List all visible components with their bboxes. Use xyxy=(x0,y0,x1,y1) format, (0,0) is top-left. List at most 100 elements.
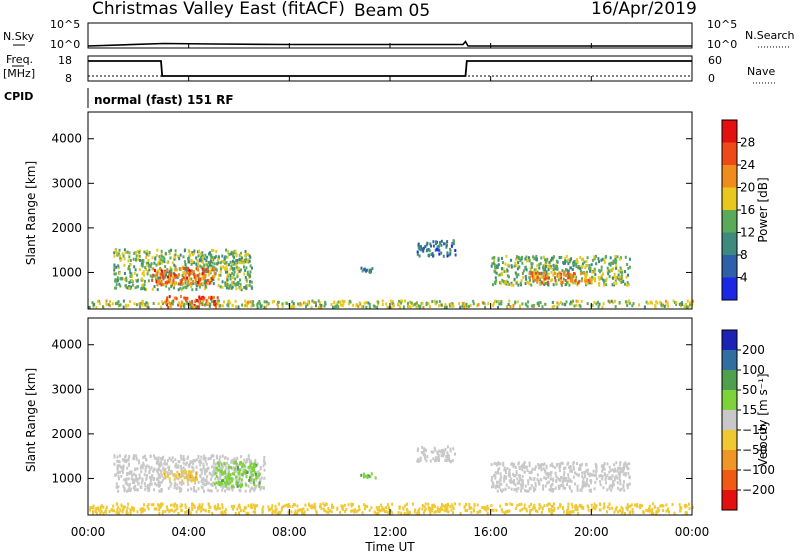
data-cell xyxy=(502,488,505,492)
data-cell xyxy=(249,489,252,493)
data-cell xyxy=(92,506,95,510)
data-cell xyxy=(586,472,589,476)
data-cell xyxy=(213,267,216,271)
data-cell xyxy=(115,482,118,486)
data-cell xyxy=(567,258,570,262)
data-cell xyxy=(435,247,438,251)
data-cell xyxy=(181,302,184,306)
data-cell xyxy=(198,258,201,262)
data-cell xyxy=(164,462,167,466)
data-cell xyxy=(224,283,227,287)
data-cell xyxy=(161,511,164,515)
data-cell xyxy=(543,283,546,287)
data-cell xyxy=(186,296,189,300)
data-cell xyxy=(235,263,238,267)
data-cell xyxy=(214,462,217,466)
data-cell xyxy=(536,280,539,284)
data-cell xyxy=(155,461,158,465)
data-cell xyxy=(551,511,554,515)
data-cell xyxy=(184,273,187,277)
data-cell xyxy=(492,302,495,305)
data-cell xyxy=(157,276,160,280)
data-cell xyxy=(504,468,507,472)
data-cell xyxy=(221,466,224,470)
data-cell xyxy=(212,472,215,476)
data-cell xyxy=(177,254,180,258)
data-cell xyxy=(564,261,566,265)
data-cell xyxy=(678,302,681,306)
data-cell xyxy=(243,458,246,462)
data-cell xyxy=(377,507,380,511)
data-cell xyxy=(432,457,435,461)
data-cell xyxy=(301,511,304,515)
data-cell xyxy=(127,463,130,467)
data-cell xyxy=(512,283,515,287)
data-cell xyxy=(197,254,200,258)
data-cell xyxy=(454,452,456,456)
data-cell xyxy=(576,299,579,303)
data-cell xyxy=(599,503,602,506)
data-cell xyxy=(628,475,631,479)
data-cell xyxy=(584,484,587,488)
data-cell xyxy=(178,486,181,490)
data-cell xyxy=(147,503,150,506)
data-cell xyxy=(500,302,503,306)
data-cell xyxy=(174,502,177,506)
data-cell xyxy=(115,286,118,290)
data-cell xyxy=(665,299,668,303)
data-cell xyxy=(575,303,578,307)
data-cell xyxy=(510,283,513,287)
data-cell xyxy=(675,302,678,306)
data-cell xyxy=(128,255,131,259)
data-cell xyxy=(377,300,380,304)
data-cell xyxy=(547,265,550,268)
data-cell xyxy=(435,242,437,246)
data-cell xyxy=(219,483,222,487)
date-label: 16/Apr/2019 xyxy=(591,0,697,19)
y-tick-label: 2000 xyxy=(51,427,82,441)
data-cell xyxy=(546,274,548,278)
data-cell xyxy=(579,255,582,259)
data-cell xyxy=(163,459,166,463)
data-cell xyxy=(219,261,222,265)
data-cell xyxy=(585,281,588,285)
data-cell xyxy=(278,511,280,515)
data-cell xyxy=(524,282,527,285)
data-cell xyxy=(368,302,371,306)
data-cell xyxy=(600,474,602,478)
data-cell xyxy=(499,462,502,466)
data-cell xyxy=(184,267,187,270)
data-cell xyxy=(367,301,370,305)
data-cell xyxy=(177,464,180,468)
data-cell xyxy=(247,454,250,458)
data-cell xyxy=(506,509,509,513)
data-cell xyxy=(470,506,473,510)
data-cell xyxy=(135,257,137,261)
data-cell xyxy=(149,483,151,487)
data-cell xyxy=(451,242,454,245)
data-cell xyxy=(555,259,558,263)
data-cell xyxy=(440,454,443,458)
data-cell xyxy=(209,281,212,285)
data-cell xyxy=(525,268,528,272)
data-cell xyxy=(157,503,160,507)
data-cell xyxy=(159,460,162,464)
data-cell xyxy=(547,272,550,276)
data-cell xyxy=(203,469,206,473)
data-cell xyxy=(597,305,600,309)
data-cell xyxy=(598,277,601,281)
data-cell xyxy=(117,474,120,478)
data-cell xyxy=(254,472,257,476)
data-cell xyxy=(196,275,198,279)
data-cell xyxy=(127,458,130,462)
data-cell xyxy=(361,269,364,273)
data-cell xyxy=(193,459,196,463)
data-cell xyxy=(154,274,157,278)
data-cell xyxy=(642,511,645,514)
data-cell xyxy=(236,507,239,511)
data-cell xyxy=(191,465,194,469)
data-cell xyxy=(608,269,611,273)
data-cell xyxy=(550,258,553,262)
data-cell xyxy=(539,301,542,305)
data-cell xyxy=(179,267,182,271)
